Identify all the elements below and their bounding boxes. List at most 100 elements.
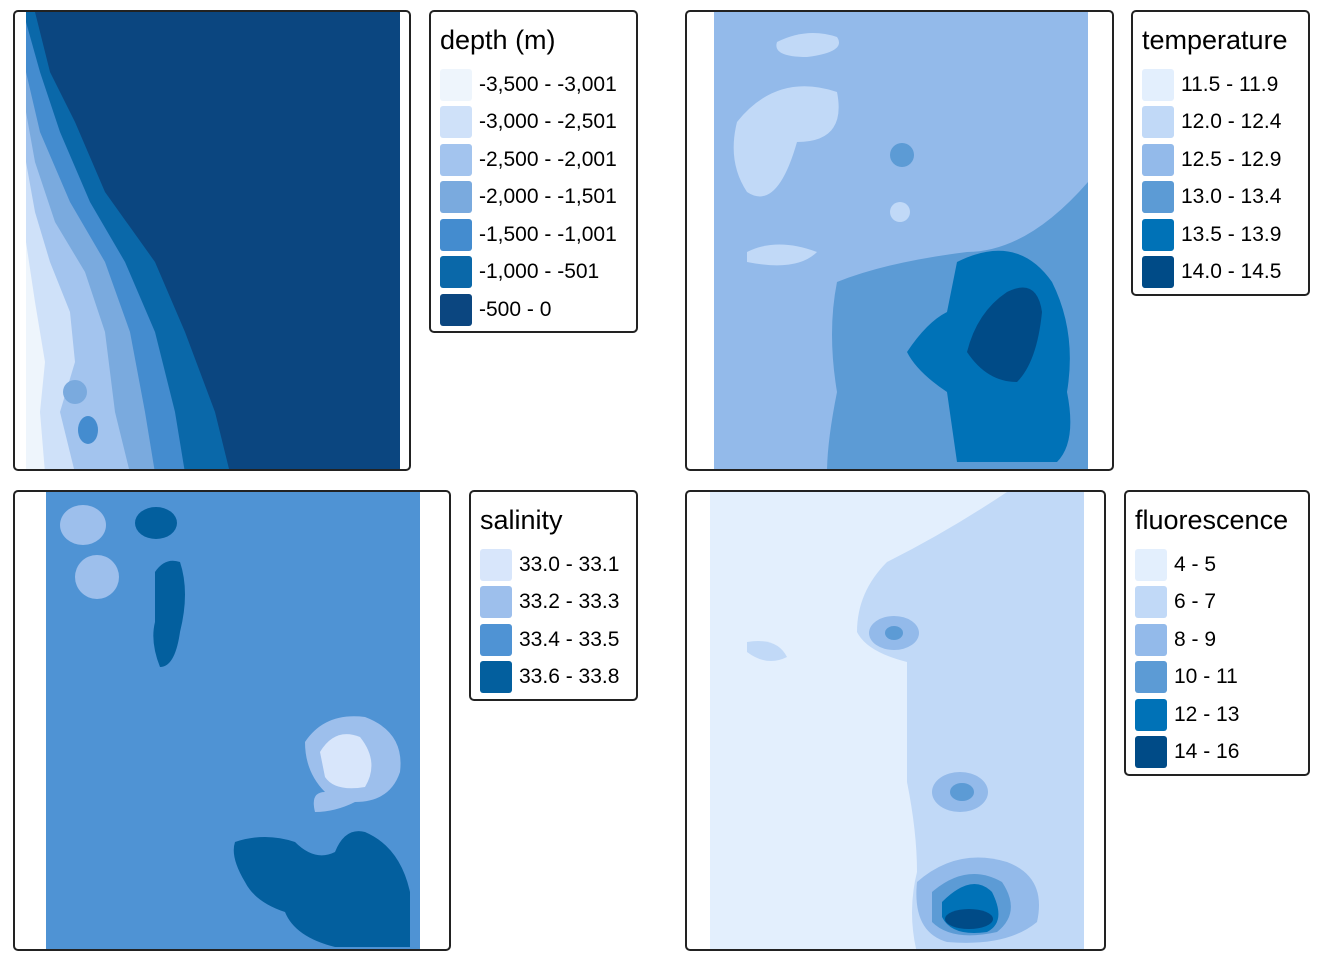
legend-swatch — [480, 623, 512, 656]
legend-swatch — [1142, 68, 1174, 101]
legend-item: 33.0 - 33.1 — [480, 546, 626, 584]
legend-item: -3,500 - -3,001 — [440, 66, 626, 104]
depth-legend-title: depth (m) — [440, 25, 556, 55]
legend-label: 8 - 9 — [1174, 627, 1217, 651]
legend-swatch — [440, 143, 472, 176]
legend-item: 4 - 5 — [1135, 546, 1298, 584]
fluorescence-map — [685, 490, 1106, 951]
legend-label: 33.6 - 33.8 — [519, 665, 620, 689]
legend-item: -1,500 - -1,001 — [440, 216, 626, 254]
temperature-legend-title: temperature — [1142, 25, 1288, 55]
depth-raster — [26, 12, 400, 469]
salinity-map — [13, 490, 451, 951]
fluorescence-patch — [950, 783, 974, 801]
legend-swatch — [440, 218, 472, 251]
legend-swatch — [480, 661, 512, 694]
fluorescence-class-6 — [945, 909, 993, 929]
depth-class-1 — [26, 242, 45, 469]
legend-label: -1,500 - -1,001 — [479, 222, 617, 246]
legend-label: -1,000 - -501 — [479, 260, 600, 284]
salinity-patch — [60, 505, 106, 545]
depth-legend: depth (m) -3,500 - -3,001 -3,000 - -2,501 -… — [429, 10, 638, 333]
legend-label: 12.0 - 12.4 — [1181, 110, 1282, 134]
legend-swatch — [1142, 106, 1174, 139]
salinity-patch — [320, 734, 372, 789]
temperature-patch — [733, 86, 839, 197]
legend-label: -500 - 0 — [479, 297, 552, 321]
salinity-class-4 — [233, 831, 410, 947]
temperature-map — [685, 10, 1114, 471]
legend-item: 11.5 - 11.9 — [1142, 66, 1298, 104]
legend-item: 13.5 - 13.9 — [1142, 216, 1298, 254]
legend-swatch — [440, 106, 472, 139]
legend-swatch — [1135, 623, 1167, 656]
legend-item: 12.5 - 12.9 — [1142, 141, 1298, 179]
temperature-patch — [776, 33, 839, 57]
fluorescence-legend-title: fluorescence — [1135, 505, 1289, 535]
legend-swatch — [440, 293, 472, 326]
legend-swatch — [1135, 698, 1167, 731]
legend-item: 12 - 13 — [1135, 696, 1298, 734]
temperature-class-6 — [967, 287, 1042, 382]
legend-item: -3,000 - -2,501 — [440, 104, 626, 142]
depth-map — [13, 10, 411, 471]
legend-item: -2,000 - -1,501 — [440, 179, 626, 217]
legend-item: 33.6 - 33.8 — [480, 659, 626, 697]
legend-label: 6 - 7 — [1174, 590, 1217, 614]
fluorescence-patch — [885, 626, 903, 640]
legend-label: 33.4 - 33.5 — [519, 627, 620, 651]
legend-label: 12 - 13 — [1174, 702, 1240, 726]
legend-swatch — [1142, 218, 1174, 251]
legend-swatch — [480, 586, 512, 619]
salinity-patch — [135, 507, 177, 539]
legend-label: 33.0 - 33.1 — [519, 552, 620, 576]
legend-item: 14 - 16 — [1135, 734, 1298, 772]
temperature-legend: temperature 11.5 - 11.9 12.0 - 12.4 12.5 - … — [1131, 10, 1310, 296]
legend-label: -2,500 - -2,001 — [479, 147, 617, 171]
legend-swatch — [440, 181, 472, 214]
legend-label: 11.5 - 11.9 — [1181, 72, 1279, 96]
legend-item: -1,000 - -501 — [440, 254, 626, 292]
legend-label: 13.0 - 13.4 — [1181, 185, 1282, 209]
salinity-patch — [153, 560, 185, 667]
legend-item: 33.4 - 33.5 — [480, 621, 626, 659]
legend-swatch — [480, 548, 512, 581]
legend-label: -3,500 - -3,001 — [479, 72, 617, 96]
temperature-spot — [890, 143, 914, 167]
legend-swatch — [1135, 586, 1167, 619]
legend-label: 10 - 11 — [1174, 665, 1238, 689]
legend-item: 13.0 - 13.4 — [1142, 179, 1298, 217]
legend-item: 33.2 - 33.3 — [480, 584, 626, 622]
legend-item: 10 - 11 — [1135, 659, 1298, 697]
legend-label: 14.0 - 14.5 — [1181, 260, 1282, 284]
legend-item: 12.0 - 12.4 — [1142, 104, 1298, 142]
legend-swatch — [1135, 661, 1167, 694]
legend-label: 14 - 16 — [1174, 740, 1240, 764]
temperature-spot — [890, 202, 910, 222]
temperature-patch — [747, 244, 817, 266]
legend-label: 13.5 - 13.9 — [1181, 222, 1282, 246]
salinity-legend-title: salinity — [480, 505, 563, 535]
temperature-raster — [714, 12, 1088, 469]
legend-swatch — [1142, 181, 1174, 214]
legend-label: 33.2 - 33.3 — [519, 590, 620, 614]
fluorescence-class-1 — [710, 492, 1007, 949]
legend-swatch — [440, 68, 472, 101]
legend-label: -2,000 - -1,501 — [479, 185, 617, 209]
salinity-raster — [46, 492, 420, 949]
legend-item: -500 - 0 — [440, 291, 626, 329]
legend-swatch — [440, 256, 472, 289]
legend-item: -2,500 - -2,001 — [440, 141, 626, 179]
legend-item: 6 - 7 — [1135, 584, 1298, 622]
legend-label: 12.5 - 12.9 — [1181, 147, 1282, 171]
legend-swatch — [1135, 736, 1167, 769]
legend-item: 14.0 - 14.5 — [1142, 254, 1298, 292]
depth-seamount — [63, 380, 87, 404]
depth-seamount — [78, 416, 98, 444]
salinity-legend: salinity 33.0 - 33.1 33.2 - 33.3 33.4 - 33.… — [469, 490, 638, 701]
legend-swatch — [1142, 256, 1174, 289]
legend-item: 8 - 9 — [1135, 621, 1298, 659]
fluorescence-legend: fluorescence 4 - 5 6 - 7 8 - 9 10 - 11 12 - 1… — [1124, 490, 1310, 776]
legend-label: 4 - 5 — [1174, 552, 1217, 576]
legend-swatch — [1142, 143, 1174, 176]
